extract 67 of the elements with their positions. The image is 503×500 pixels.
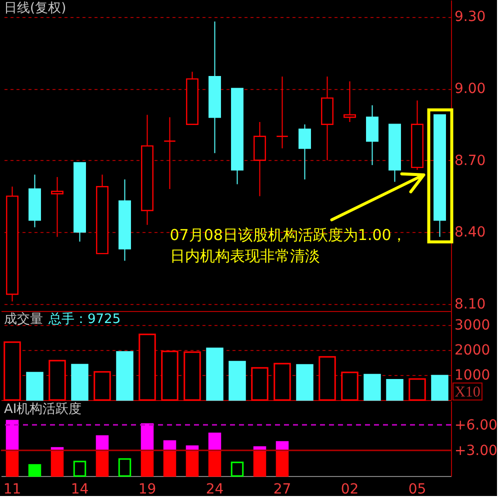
- bar: [341, 372, 358, 401]
- candlestick: [51, 176, 64, 238]
- x-tick-label: 14: [70, 482, 89, 498]
- bar: [116, 351, 134, 401]
- bar: [6, 420, 19, 452]
- chart-subtitle: 总手：9725: [48, 312, 121, 327]
- bar: [208, 450, 222, 477]
- candlestick: [254, 122, 266, 197]
- bar: [251, 367, 268, 401]
- bar: [318, 356, 336, 401]
- bar: [408, 378, 426, 401]
- bar: [208, 432, 222, 452]
- bar: [184, 351, 201, 401]
- y-tick-label: 8.40: [454, 224, 486, 241]
- candlestick: [344, 80, 356, 123]
- bar: [73, 460, 86, 477]
- y-tick-label: 8.70: [454, 152, 486, 169]
- bar: [431, 374, 448, 401]
- y-tick-label: 3000: [454, 317, 490, 334]
- bar: [253, 450, 266, 477]
- bar: [118, 458, 132, 477]
- bar: [230, 462, 244, 477]
- bar: [94, 371, 111, 401]
- candlestick: [164, 116, 176, 190]
- chart-title: 成交量: [4, 311, 43, 327]
- y-tick-label: 1000: [454, 367, 490, 384]
- x-tick-label: 05: [408, 482, 426, 498]
- bar: [274, 362, 291, 401]
- y-tick-label: 9.00: [454, 81, 486, 98]
- x-tick-label: 27: [273, 482, 292, 498]
- candlestick: [366, 104, 378, 166]
- bar: [4, 341, 21, 401]
- candlestick: [298, 124, 311, 180]
- bar: [206, 348, 224, 401]
- bar: [296, 364, 314, 401]
- candlestick: [276, 76, 288, 149]
- x-tick-label: 19: [138, 482, 156, 498]
- annotation: 日内机构表现非常清淡: [170, 246, 320, 265]
- bar: [48, 360, 66, 401]
- chart-title: 日线(复权): [4, 1, 66, 16]
- bar: [276, 450, 289, 477]
- bar: [386, 378, 404, 401]
- y-tick-label: 9.30: [454, 9, 486, 26]
- y-tick-label: 8.10: [454, 296, 486, 312]
- x-tick-label: 02: [340, 482, 359, 498]
- bar: [138, 334, 156, 401]
- bar: [161, 350, 178, 401]
- y-tick-label: +3.00: [454, 442, 498, 459]
- annotation: 07月08日该股机构活跃度为1.00，: [170, 226, 406, 244]
- bar: [71, 364, 88, 401]
- text: X10: [454, 384, 480, 400]
- y-tick-label: 2000: [454, 342, 490, 358]
- bar: [140, 450, 154, 477]
- chart-title: AI机构活跃度: [4, 401, 82, 417]
- y-tick-label: +6.00: [454, 417, 498, 434]
- bar: [26, 372, 44, 401]
- x-tick-label: 11: [3, 482, 22, 498]
- bar: [96, 450, 109, 477]
- bar: [50, 450, 64, 477]
- bar: [228, 360, 246, 401]
- bar: [6, 450, 19, 477]
- bar: [96, 435, 109, 452]
- x-tick-label: 24: [206, 482, 224, 498]
- bar: [28, 464, 42, 477]
- bar: [364, 374, 381, 401]
- bar: [186, 450, 199, 477]
- bar: [163, 450, 176, 477]
